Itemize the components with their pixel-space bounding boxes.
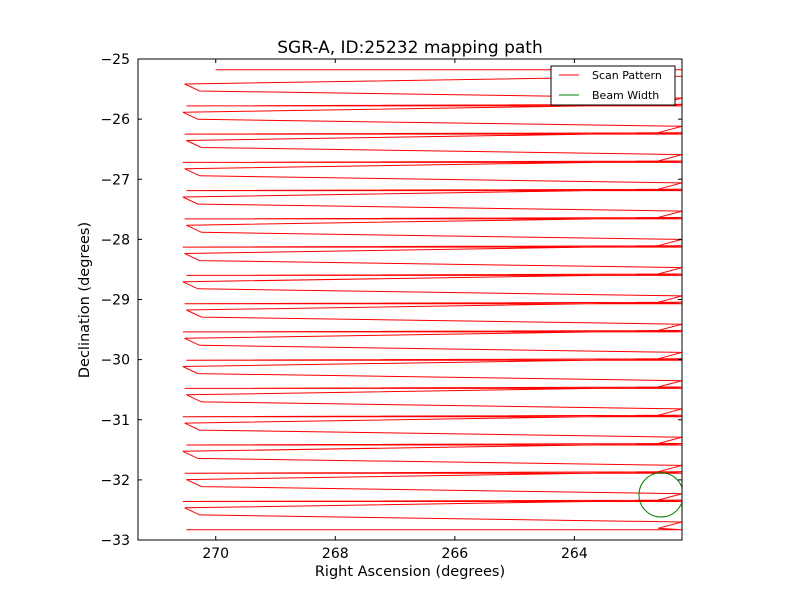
chart-title: SGR-A, ID:25232 mapping path: [277, 38, 543, 58]
legend-scan-label: Scan Pattern: [592, 69, 662, 82]
x-tick-label: 264: [561, 546, 588, 562]
x-tick-label: 270: [202, 546, 229, 562]
x-axis-ticks: 270 268 266 264: [202, 59, 588, 562]
y-tick-label: −28: [100, 232, 130, 248]
legend-beam-label: Beam Width: [592, 89, 659, 102]
scan-pattern-series: [182, 69, 682, 531]
y-tick-label: −31: [100, 413, 130, 429]
plot-frame: [137, 58, 683, 541]
y-tick-label: −29: [100, 293, 130, 309]
scan-pattern-line: [182, 69, 682, 531]
y-tick-label: −32: [100, 473, 130, 489]
y-tick-label: −25: [100, 52, 130, 68]
beam-width-series: [638, 472, 682, 518]
y-axis-label: Declination (degrees): [77, 222, 93, 378]
y-tick-label: −27: [100, 172, 130, 188]
y-tick-label: −30: [100, 353, 130, 369]
legend: Scan Pattern Beam Width: [550, 65, 676, 106]
x-tick-label: 266: [441, 546, 468, 562]
y-tick-label: −26: [100, 112, 130, 128]
y-tick-label: −33: [100, 533, 130, 549]
beam-width-circle: [638, 472, 682, 518]
x-tick-label: 268: [322, 546, 349, 562]
legend-box: [550, 65, 676, 106]
y-axis-ticks: −25 −26 −27 −28 −29 −30 −31 −32 −33: [100, 52, 682, 549]
x-axis-label: Right Ascension (degrees): [315, 564, 505, 580]
